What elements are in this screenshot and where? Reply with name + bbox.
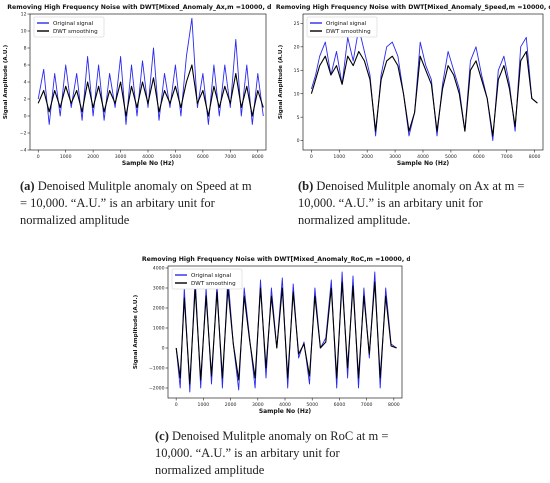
x-tick-label: 4000 bbox=[279, 402, 291, 408]
x-tick-label: 2000 bbox=[225, 402, 237, 408]
chart-speed: Removing High Frequency Noise with DWT[M… bbox=[276, 4, 550, 167]
series-line-original bbox=[37, 17, 264, 125]
x-tick-label: 4000 bbox=[417, 154, 429, 160]
chart-title: Removing High Frequency Noise with DWT[M… bbox=[7, 4, 272, 11]
x-tick-label: 2000 bbox=[87, 154, 99, 160]
y-axis-label: Signal Amplitude (A.U.) bbox=[3, 44, 9, 119]
caption-a-label: (a) bbox=[20, 179, 35, 193]
x-tick-label: 7000 bbox=[224, 154, 236, 160]
legend-label: Original signal bbox=[326, 21, 367, 27]
y-tick-label: 10 bbox=[21, 29, 27, 35]
y-tick-label: 4 bbox=[24, 80, 27, 86]
y-tick-label: 25 bbox=[294, 21, 300, 27]
series-line-dwt bbox=[175, 281, 397, 385]
y-tick-label: 8 bbox=[24, 46, 27, 52]
y-tick-label: −4 bbox=[20, 148, 27, 154]
y-tick-label: 1000 bbox=[153, 326, 165, 332]
y-tick-label: 12 bbox=[21, 12, 27, 18]
y-axis-label: Signal Amplitude (A.U.) bbox=[278, 44, 284, 119]
x-tick-label: 0 bbox=[310, 154, 313, 160]
legend-box bbox=[306, 16, 378, 38]
x-tick-label: 1000 bbox=[198, 402, 210, 408]
y-tick-label: 0 bbox=[162, 346, 165, 352]
x-tick-label: 3000 bbox=[389, 154, 401, 160]
y-tick-label: 15 bbox=[294, 68, 300, 74]
x-tick-label: 8000 bbox=[529, 154, 541, 160]
legend-box bbox=[171, 268, 243, 290]
series-line-dwt bbox=[37, 64, 264, 117]
chart-roc: Removing High Frequency Noise with DWT[M… bbox=[133, 256, 410, 415]
legend-label: DWT smoothing bbox=[326, 29, 371, 35]
x-tick-label: 2000 bbox=[361, 154, 373, 160]
caption-c-label: (c) bbox=[155, 429, 169, 443]
x-tick-label: 6000 bbox=[197, 154, 209, 160]
caption-b: (b) Denoised Mulitple anomaly on Ax at m… bbox=[298, 178, 538, 229]
x-axis-label: Sample No (Hz) bbox=[122, 160, 175, 167]
y-axis-label: Signal Amplitude (A.U.) bbox=[133, 294, 139, 369]
series-line-original bbox=[310, 27, 538, 142]
caption-a-text: Denoised Mulitple anomaly on Speed at m … bbox=[20, 179, 252, 227]
legend-label: Original signal bbox=[53, 21, 94, 27]
legend-label: Original signal bbox=[191, 273, 232, 279]
x-axis-label: Sample No (Hz) bbox=[397, 160, 450, 167]
chart-ax: Removing High Frequency Noise with DWT[M… bbox=[3, 4, 272, 167]
y-tick-label: 6 bbox=[24, 63, 27, 69]
caption-c-text: Denoised Mulitple anomaly on RoC at m = … bbox=[155, 429, 389, 477]
chart-title: Removing High Frequency Noise with DWT[M… bbox=[276, 4, 550, 11]
y-tick-label: 3000 bbox=[153, 286, 165, 292]
x-tick-label: 1000 bbox=[60, 154, 72, 160]
x-tick-label: 7000 bbox=[501, 154, 513, 160]
x-tick-label: 4000 bbox=[142, 154, 154, 160]
y-tick-label: 0 bbox=[24, 114, 27, 120]
x-tick-label: 5000 bbox=[445, 154, 457, 160]
y-tick-label: 4000 bbox=[153, 266, 165, 272]
x-tick-label: 7000 bbox=[361, 402, 373, 408]
caption-b-text: Denoised Mulitple anomaly on Ax at m = 1… bbox=[298, 179, 525, 227]
y-tick-label: 2 bbox=[24, 97, 27, 103]
y-tick-label: 2000 bbox=[153, 306, 165, 312]
x-tick-label: 6000 bbox=[473, 154, 485, 160]
y-tick-label: 10 bbox=[294, 91, 300, 97]
series-line-original bbox=[175, 271, 397, 393]
x-tick-label: 1000 bbox=[333, 154, 345, 160]
x-tick-label: 3000 bbox=[252, 402, 264, 408]
chart-title: Removing High Frequency Noise with DWT[M… bbox=[142, 256, 410, 263]
legend-label: DWT smoothing bbox=[191, 281, 236, 287]
x-tick-label: 8000 bbox=[388, 402, 400, 408]
x-tick-label: 0 bbox=[175, 402, 178, 408]
x-tick-label: 6000 bbox=[334, 402, 346, 408]
series-line-dwt bbox=[310, 50, 538, 137]
legend-label: DWT smoothing bbox=[53, 29, 98, 35]
y-tick-label: −2 bbox=[20, 131, 27, 137]
caption-b-label: (b) bbox=[298, 179, 314, 193]
caption-a: (a) Denoised Mulitple anomaly on Speed a… bbox=[20, 178, 260, 229]
x-axis-label: Sample No (Hz) bbox=[259, 408, 312, 415]
y-tick-label: 5 bbox=[297, 115, 300, 121]
y-tick-label: −2000 bbox=[149, 386, 165, 392]
x-tick-label: 3000 bbox=[115, 154, 127, 160]
x-tick-label: 5000 bbox=[306, 402, 318, 408]
caption-c: (c) Denoised Mulitple anomaly on RoC at … bbox=[155, 428, 395, 479]
x-tick-label: 0 bbox=[37, 154, 40, 160]
legend-box bbox=[33, 16, 105, 38]
y-tick-label: −1000 bbox=[149, 366, 165, 372]
y-tick-label: 0 bbox=[297, 138, 300, 144]
x-tick-label: 8000 bbox=[252, 154, 264, 160]
x-tick-label: 5000 bbox=[170, 154, 182, 160]
y-tick-label: 20 bbox=[294, 44, 300, 50]
